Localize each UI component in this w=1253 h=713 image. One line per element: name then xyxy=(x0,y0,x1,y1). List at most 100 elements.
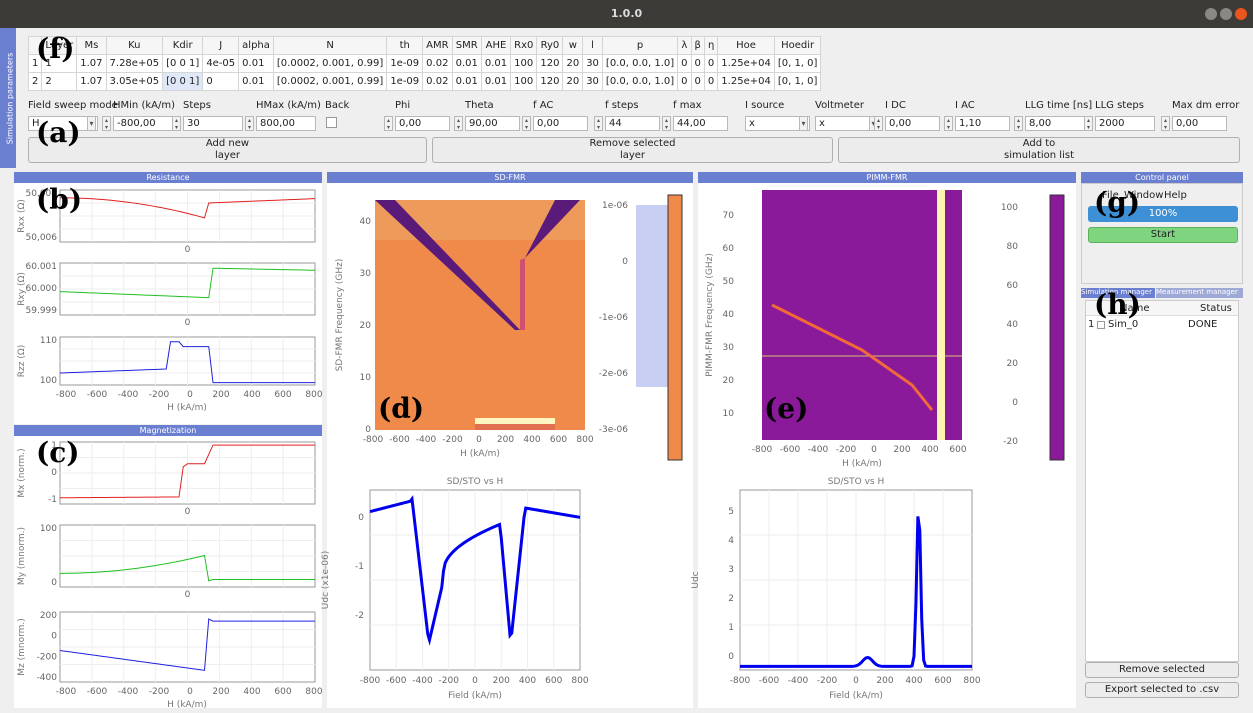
column-header[interactable]: N xyxy=(272,36,388,55)
table-cell[interactable]: [0.0, 0.0, 1.0] xyxy=(601,72,679,91)
mx-series xyxy=(59,444,315,499)
add-layer-button[interactable]: Add new layer xyxy=(28,137,427,163)
spinner-arrows-icon[interactable]: ▴ ▾ xyxy=(1014,116,1023,131)
column-header[interactable]: J xyxy=(202,36,240,55)
iac-field[interactable]: 1,10 xyxy=(955,116,1010,131)
y-tick-label: 20 xyxy=(360,321,372,331)
add-to-simulation-list-button[interactable]: Add to simulation list xyxy=(838,137,1240,163)
x-tick-label: 0 xyxy=(472,676,478,686)
table-cell[interactable]: 0.01 xyxy=(238,72,274,91)
spinner-arrows-icon[interactable]: ▴ ▾ xyxy=(944,116,953,131)
spinner-arrows-icon[interactable]: ▴ ▾ xyxy=(245,116,254,131)
column-header[interactable]: w xyxy=(562,36,584,55)
fsteps-field[interactable]: 44 xyxy=(605,116,660,131)
table-cell[interactable]: 120 xyxy=(536,72,564,91)
table-cell[interactable]: 2 xyxy=(41,72,78,91)
table-cell[interactable]: [0 0 1] xyxy=(162,72,204,91)
list-item[interactable]: 1 Sim_0 DONE xyxy=(1086,318,1238,332)
y-tick-label: 60.000 xyxy=(26,284,58,294)
table-cell[interactable]: 0 xyxy=(690,72,705,91)
spinner-arrows-icon[interactable]: ▴ ▾ xyxy=(384,116,393,131)
row-checkbox[interactable] xyxy=(1097,321,1105,329)
x-tick-label: 800 xyxy=(576,435,593,445)
max-dm-field[interactable]: 0,00 xyxy=(1172,116,1227,131)
theta-field[interactable]: 90,00 xyxy=(465,116,520,131)
column-header[interactable]: SMR xyxy=(451,36,482,55)
hmax-field[interactable]: 800,00 xyxy=(256,116,316,131)
column-header[interactable]: Ms xyxy=(76,36,107,55)
spinner-arrows-icon[interactable]: ▴ ▾ xyxy=(594,116,603,131)
spinner-arrows-icon[interactable]: ▴ ▾ xyxy=(1084,116,1093,131)
column-header[interactable]: Ry0 xyxy=(536,36,564,55)
table-cell[interactable]: 0.01 xyxy=(480,72,512,91)
back-checkbox[interactable] xyxy=(326,117,337,128)
y-tick-label: 40 xyxy=(723,310,735,320)
column-header[interactable]: Hoe xyxy=(717,36,775,55)
table-cell[interactable]: 2 xyxy=(27,72,43,91)
column-header[interactable]: l xyxy=(582,36,603,55)
table-cell[interactable]: [0 0 1] xyxy=(162,54,204,73)
table-row[interactable]: 1 1 1.07 7.28e+05 [0 0 1] 4e-05 0.01 [0.0002, 0… xyxy=(27,54,822,73)
table-cell[interactable]: 30 xyxy=(582,72,603,91)
spinner-arrows-icon[interactable]: ▴ ▾ xyxy=(172,116,181,131)
table-cell[interactable]: 0.02 xyxy=(422,54,453,73)
column-header[interactable]: AMR xyxy=(422,36,453,55)
phi-field[interactable]: 0,00 xyxy=(395,116,450,131)
column-header[interactable]: AHE xyxy=(480,36,512,55)
fmax-label: f max xyxy=(673,100,702,111)
close-icon[interactable] xyxy=(1235,8,1247,20)
spinner-arrows-icon[interactable]: ▴ ▾ xyxy=(874,116,883,131)
column-header[interactable]: λ xyxy=(677,36,692,55)
menu-file[interactable]: File xyxy=(1102,190,1119,201)
steps-field[interactable]: 30 xyxy=(183,116,243,131)
isource-field[interactable]: x xyxy=(745,116,810,131)
spinner-arrows-icon[interactable]: ▴ ▾ xyxy=(1161,116,1170,131)
menu-window[interactable]: Window xyxy=(1124,190,1164,201)
table-cell[interactable]: 0 xyxy=(703,72,719,91)
table-cell[interactable]: 1.25e+04 xyxy=(717,72,775,91)
table-cell[interactable]: [0.0002, 0.001, 0.99] xyxy=(272,72,388,91)
x-axis-label: H (kA/m) xyxy=(460,449,500,459)
x-tick-label: 600 xyxy=(545,676,562,686)
window-title: 1.0.0 xyxy=(610,7,643,20)
remove-selected-button[interactable]: Remove selected xyxy=(1085,662,1239,678)
llg-time-field[interactable]: 8,00 xyxy=(1025,116,1085,131)
minimize-icon[interactable] xyxy=(1205,8,1217,20)
spinner-arrows-icon[interactable]: ▴ ▾ xyxy=(454,116,463,131)
export-csv-button[interactable]: Export selected to .csv xyxy=(1085,682,1239,698)
column-header[interactable]: β xyxy=(690,36,705,55)
column-header[interactable]: p xyxy=(601,36,679,55)
start-button[interactable]: Start xyxy=(1088,227,1238,243)
spinner-arrows-icon[interactable]: ▴ ▾ xyxy=(662,116,671,131)
maximize-icon[interactable] xyxy=(1220,8,1232,20)
table-cell[interactable]: 0 xyxy=(202,72,240,91)
chevron-down-icon[interactable]: ▾ xyxy=(799,116,808,131)
chevron-down-icon[interactable]: ▾ xyxy=(87,116,96,131)
fmax-field[interactable]: 44,00 xyxy=(673,116,728,131)
table-cell[interactable]: [0, 1, 0] xyxy=(773,72,822,91)
column-header[interactable]: Hoedir xyxy=(773,36,822,55)
heatmap-ridge xyxy=(375,200,520,330)
table-row[interactable]: 2 2 1.07 3.05e+05 [0 0 1] 0 0.01 [0.0002, 0.001… xyxy=(27,72,822,91)
llg-steps-field[interactable]: 2000 xyxy=(1095,116,1155,131)
remove-layer-button[interactable]: Remove selected layer xyxy=(432,137,833,163)
pimm-resonance xyxy=(771,303,934,411)
idc-field[interactable]: 0,00 xyxy=(885,116,940,131)
fac-field[interactable]: 0,00 xyxy=(533,116,588,131)
table-cell[interactable]: 0.02 xyxy=(422,72,453,91)
field-sweep-mode-field[interactable]: H xyxy=(28,116,98,131)
column-header[interactable]: alpha xyxy=(238,36,274,55)
y-tick-label: -200 xyxy=(37,652,58,662)
column-header[interactable]: η xyxy=(703,36,719,55)
table-cell[interactable]: 1.07 xyxy=(76,72,107,91)
menu-help[interactable]: Help xyxy=(1164,190,1187,201)
spinner-arrows-icon[interactable]: ▴ ▾ xyxy=(522,116,531,131)
column-header[interactable]: Rx0 xyxy=(510,36,538,55)
spinner-arrows-icon[interactable]: ▴ ▾ xyxy=(102,116,111,131)
table-cell[interactable]: 100 xyxy=(510,72,538,91)
tab-measurement-manager[interactable]: Measurement manager xyxy=(1156,288,1243,298)
table-cell[interactable]: 4e-05 xyxy=(202,54,240,73)
column-header[interactable]: Ku xyxy=(105,36,164,55)
tab-simulation-manager[interactable]: Simulation manager xyxy=(1081,288,1155,298)
